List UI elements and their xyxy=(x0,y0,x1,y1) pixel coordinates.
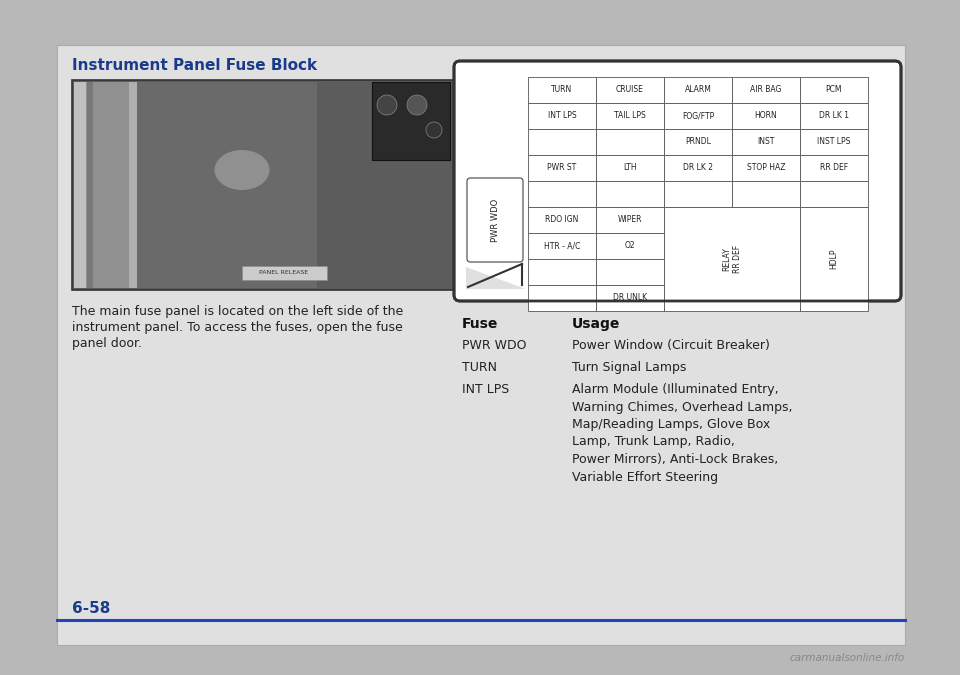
Bar xyxy=(74,82,129,288)
Bar xyxy=(596,77,664,103)
Text: FOG/FTP: FOG/FTP xyxy=(682,111,714,121)
Text: ALARM: ALARM xyxy=(684,86,711,94)
Text: LTH: LTH xyxy=(623,163,636,173)
Text: instrument panel. To access the fuses, open the fuse: instrument panel. To access the fuses, o… xyxy=(72,321,403,334)
Text: panel door.: panel door. xyxy=(72,337,142,350)
Text: Alarm Module (Illuminated Entry,
Warning Chimes, Overhead Lamps,
Map/Reading Lam: Alarm Module (Illuminated Entry, Warning… xyxy=(572,383,793,483)
Bar xyxy=(664,77,732,103)
FancyBboxPatch shape xyxy=(454,61,901,301)
Bar xyxy=(129,82,137,288)
Circle shape xyxy=(407,95,427,115)
Bar xyxy=(242,266,327,280)
Bar xyxy=(72,80,454,290)
Bar xyxy=(528,155,596,181)
Text: Power Window (Circuit Breaker): Power Window (Circuit Breaker) xyxy=(572,339,770,352)
Text: TURN: TURN xyxy=(551,86,572,94)
Text: HTR - A/C: HTR - A/C xyxy=(543,242,580,250)
Text: DR LK 1: DR LK 1 xyxy=(819,111,849,121)
Bar xyxy=(664,207,800,311)
Text: DR LK 2: DR LK 2 xyxy=(683,163,713,173)
Text: TAIL LPS: TAIL LPS xyxy=(614,111,646,121)
Bar xyxy=(528,285,596,311)
Text: RDO IGN: RDO IGN xyxy=(545,215,579,225)
Bar xyxy=(57,45,905,645)
Text: PWR WDO: PWR WDO xyxy=(462,339,526,352)
Bar xyxy=(87,82,93,288)
Bar xyxy=(137,82,317,288)
Bar xyxy=(528,77,596,103)
Text: AIR BAG: AIR BAG xyxy=(751,86,781,94)
Bar xyxy=(800,181,868,207)
Bar xyxy=(596,103,664,129)
Bar xyxy=(596,129,664,155)
Bar xyxy=(664,129,732,155)
Text: O2: O2 xyxy=(625,242,636,250)
Bar xyxy=(732,129,800,155)
Bar xyxy=(74,82,86,288)
Text: RELAY
RR DEF: RELAY RR DEF xyxy=(722,245,742,273)
Text: Fuse: Fuse xyxy=(462,317,498,331)
Bar xyxy=(528,181,596,207)
Ellipse shape xyxy=(214,150,270,190)
Bar xyxy=(596,207,664,233)
Text: HDLP: HDLP xyxy=(829,249,838,269)
Text: The main fuse panel is located on the left side of the: The main fuse panel is located on the le… xyxy=(72,305,403,318)
Bar xyxy=(596,181,664,207)
Bar xyxy=(732,181,800,207)
Bar xyxy=(800,129,868,155)
Text: INST: INST xyxy=(757,138,775,146)
Text: INST LPS: INST LPS xyxy=(817,138,851,146)
Text: Instrument Panel Fuse Block: Instrument Panel Fuse Block xyxy=(72,58,317,73)
Text: RR DEF: RR DEF xyxy=(820,163,848,173)
Text: PWR ST: PWR ST xyxy=(547,163,577,173)
Bar xyxy=(72,80,454,290)
Text: STOP HAZ: STOP HAZ xyxy=(747,163,785,173)
Bar xyxy=(596,155,664,181)
Bar xyxy=(596,233,664,259)
Text: WIPER: WIPER xyxy=(617,215,642,225)
Text: INT LPS: INT LPS xyxy=(462,383,509,396)
Bar xyxy=(528,207,596,233)
Polygon shape xyxy=(466,267,526,289)
FancyBboxPatch shape xyxy=(467,178,523,262)
Bar xyxy=(800,77,868,103)
Bar xyxy=(596,285,664,311)
Text: carmanualsonline.info: carmanualsonline.info xyxy=(790,653,905,663)
Text: DR UNLK: DR UNLK xyxy=(612,294,647,302)
Bar xyxy=(800,103,868,129)
Text: PANEL RELEASE: PANEL RELEASE xyxy=(259,271,308,275)
Bar xyxy=(664,103,732,129)
Bar xyxy=(528,233,596,259)
Bar xyxy=(664,155,732,181)
Bar xyxy=(528,103,596,129)
Bar xyxy=(372,82,450,160)
Bar xyxy=(800,155,868,181)
Text: 6-58: 6-58 xyxy=(72,601,110,616)
Bar xyxy=(528,259,596,285)
Text: CRUISE: CRUISE xyxy=(616,86,644,94)
Text: PRNDL: PRNDL xyxy=(685,138,711,146)
Text: INT LPS: INT LPS xyxy=(548,111,576,121)
Bar xyxy=(732,77,800,103)
Bar xyxy=(664,181,732,207)
Text: PCM: PCM xyxy=(826,86,842,94)
Circle shape xyxy=(377,95,397,115)
Circle shape xyxy=(426,122,442,138)
Bar xyxy=(732,155,800,181)
Text: Turn Signal Lamps: Turn Signal Lamps xyxy=(572,361,686,374)
Text: TURN: TURN xyxy=(462,361,497,374)
Text: HORN: HORN xyxy=(755,111,778,121)
Bar xyxy=(732,103,800,129)
Text: PWR WDO: PWR WDO xyxy=(491,198,499,242)
Bar xyxy=(800,207,868,311)
Text: Usage: Usage xyxy=(572,317,620,331)
Bar xyxy=(528,129,596,155)
Bar xyxy=(596,259,664,285)
